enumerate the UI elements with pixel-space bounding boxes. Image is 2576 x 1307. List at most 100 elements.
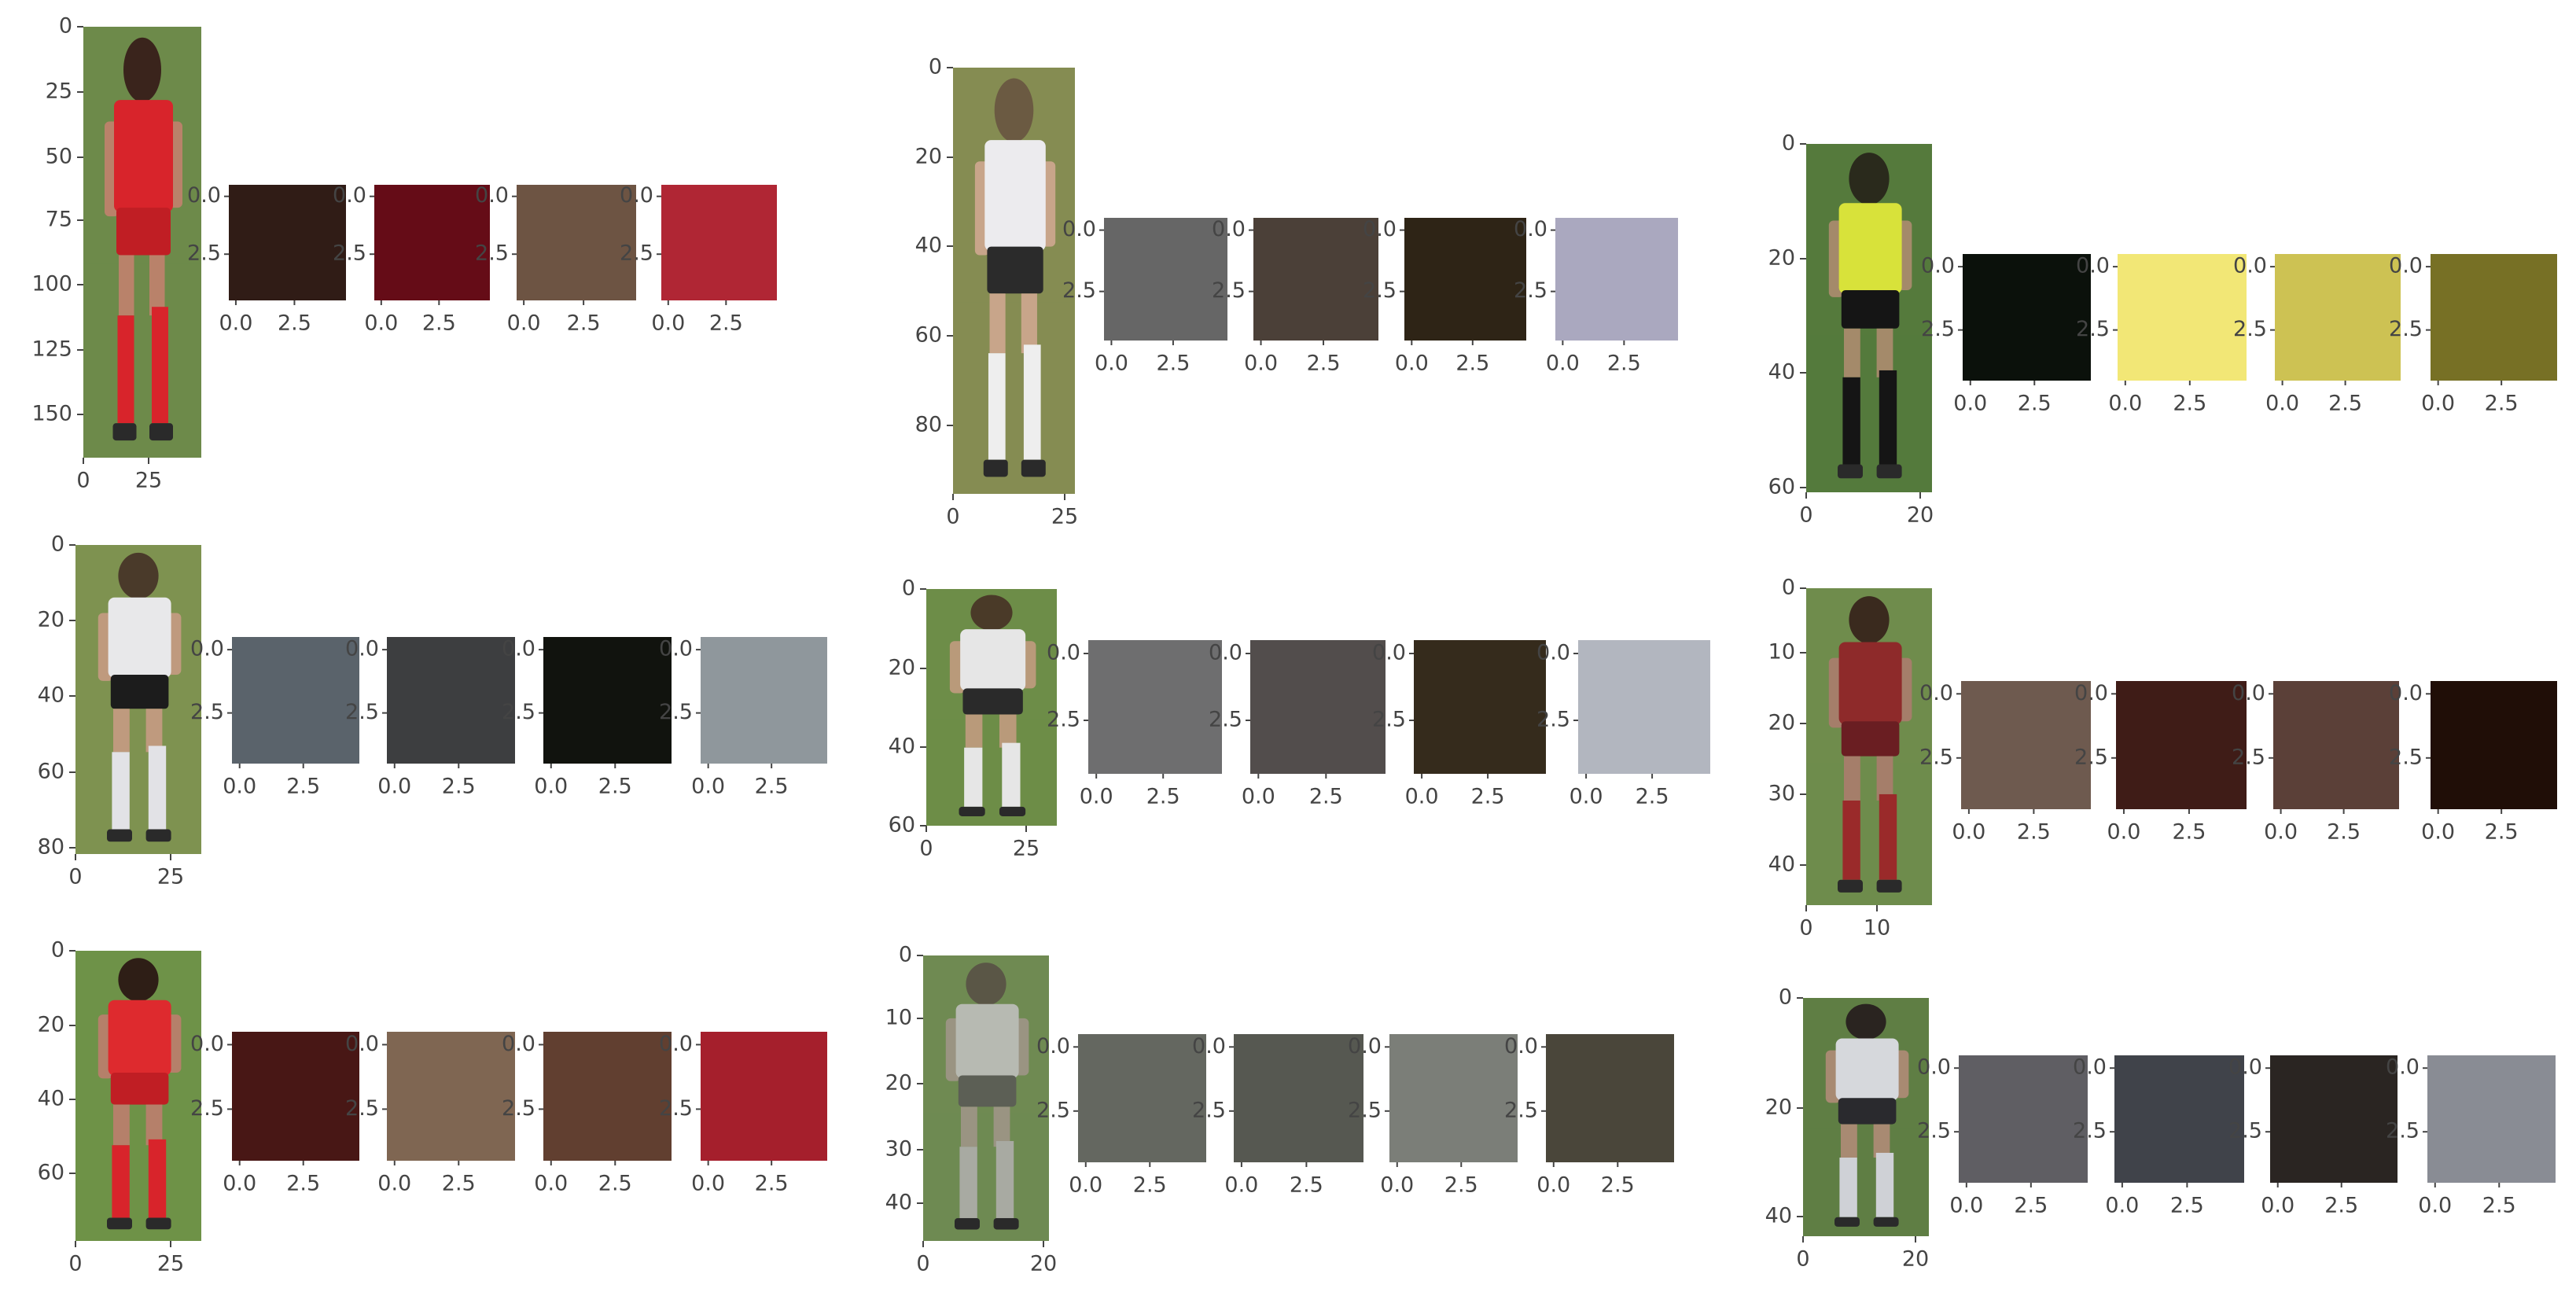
- swatch-ytick-label: 0.0: [1514, 217, 1547, 241]
- swatch-ytick-label: 2.5: [659, 700, 693, 724]
- crop-ytick-label: 20: [885, 1071, 912, 1095]
- swatch-xtick-label: 2.5: [2482, 1194, 2516, 1218]
- swatch-xtick-label: 2.5: [2324, 1194, 2358, 1218]
- swatch-fill: [1389, 1034, 1518, 1162]
- player-shorts: [962, 688, 1023, 715]
- crop-ytick-label: 0: [929, 55, 942, 79]
- crop-xtick-label: 20: [1030, 1252, 1057, 1276]
- crop-ytick-label: 60: [1768, 475, 1795, 499]
- color-swatch-1: 0.0 2.5 0.0 2.5: [1921, 254, 2091, 416]
- swatch-fill: [661, 185, 777, 300]
- player-sock-right: [1879, 370, 1897, 465]
- swatch-ytick-label: 2.5: [1514, 278, 1547, 303]
- swatch-ytick-label: 2.5: [1919, 745, 1953, 769]
- player-crop-image: [83, 27, 201, 458]
- swatch-fill: [1959, 1055, 2088, 1183]
- crop-ytick-label: 75: [46, 208, 72, 232]
- swatch-fill: [1546, 1034, 1674, 1162]
- color-swatch-4: 0.0 2.5 0.0 2.5: [2389, 681, 2557, 845]
- color-swatch-3: 0.0 2.5 0.0 2.5: [2233, 254, 2401, 416]
- swatch-ytick-label: 2.5: [1363, 278, 1397, 303]
- player-sock-right: [1002, 742, 1021, 807]
- swatch-xtick-label: 2.5: [709, 311, 743, 336]
- swatch-xtick-label: 0.0: [1546, 352, 1580, 376]
- crop-ytick-label: 0: [1782, 131, 1795, 156]
- swatch-ytick-label: 2.5: [2233, 317, 2267, 341]
- swatch-fill: [232, 1032, 359, 1161]
- crop-ytick-label: 40: [38, 1087, 64, 1111]
- swatch-ytick-label: 0.0: [659, 1032, 693, 1056]
- swatch-xtick-label: 0.0: [1395, 352, 1429, 376]
- color-swatch-1: 0.0 2.5 0.0 2.5: [1062, 217, 1227, 376]
- player-shorts: [1841, 290, 1900, 329]
- crop-ytick-label: 60: [915, 323, 942, 348]
- player-shoe-left: [1834, 1217, 1860, 1227]
- swatch-ytick-label: 2.5: [502, 700, 535, 724]
- player-shorts: [958, 1075, 1017, 1107]
- swatch-ytick-label: 2.5: [620, 241, 653, 266]
- panel-r1c2: 0 20 40 60 80 0 25 0.0 2.5 0.0 2.5 0.0 2.5 0.0 2.5 0.0 2…: [915, 55, 1678, 529]
- player-shoe-left: [1838, 464, 1863, 479]
- crop-xtick-label: 25: [1051, 505, 1078, 529]
- crop-xtick-label: 20: [1902, 1247, 1929, 1272]
- player-shoe-right: [999, 806, 1026, 816]
- color-swatch-3: 0.0 2.5 0.0 2.5: [502, 637, 672, 799]
- swatch-fill: [2116, 681, 2247, 809]
- swatch-xtick-label: 2.5: [2172, 820, 2206, 845]
- player-leg-left: [1841, 1124, 1857, 1158]
- player-sock-right: [995, 1140, 1014, 1218]
- swatch-xtick-label: 2.5: [2485, 820, 2519, 845]
- swatch-fill: [1253, 218, 1378, 341]
- swatch-ytick-label: 0.0: [2389, 254, 2423, 278]
- swatch-ytick-label: 2.5: [659, 1096, 693, 1121]
- color-swatch-3: 0.0 2.5 0.0 2.5: [475, 183, 636, 336]
- player-leg-right: [145, 1104, 163, 1146]
- swatch-ytick-label: 0.0: [1192, 1034, 1226, 1058]
- swatch-ytick-label: 2.5: [2232, 745, 2265, 769]
- player-jersey: [1838, 203, 1902, 294]
- player-head: [970, 595, 1013, 631]
- swatch-xtick-label: 2.5: [1601, 1173, 1635, 1198]
- player-shorts: [1838, 1098, 1897, 1125]
- swatch-fill: [2273, 681, 2399, 809]
- color-swatch-4: 0.0 2.5 0.0 2.5: [659, 637, 827, 799]
- swatch-fill: [1578, 640, 1710, 774]
- swatch-ytick-label: 2.5: [1921, 317, 1955, 341]
- player-shorts: [116, 208, 171, 256]
- swatch-xtick-label: 0.0: [1953, 392, 1987, 416]
- crop-xtick-label: 25: [157, 865, 184, 889]
- swatch-fill: [1414, 640, 1546, 774]
- player-shoe-left: [112, 423, 137, 441]
- crop-xtick-label: 0: [919, 837, 933, 861]
- swatch-fill: [232, 637, 359, 764]
- player-jersey: [960, 629, 1026, 691]
- player-leg-right: [149, 255, 165, 316]
- color-swatch-3: 0.0 2.5 0.0 2.5: [502, 1032, 672, 1196]
- swatch-ytick-label: 0.0: [1372, 641, 1406, 665]
- player-shorts: [110, 675, 169, 709]
- player-crop-image: [953, 68, 1075, 494]
- crop-ytick-label: 150: [31, 402, 72, 426]
- crop-field-shade: [1806, 762, 1932, 905]
- swatch-ytick-label: 2.5: [475, 241, 509, 266]
- swatch-ytick-label: 2.5: [1372, 708, 1406, 732]
- crop-ytick-label: 0: [59, 14, 72, 39]
- swatch-ytick-label: 0.0: [190, 1032, 224, 1056]
- swatch-fill: [1555, 218, 1678, 341]
- player-sock-left: [1839, 1158, 1857, 1217]
- swatch-xtick-label: 2.5: [286, 1172, 320, 1196]
- swatch-xtick-label: 2.5: [1156, 352, 1190, 376]
- player-head: [994, 78, 1034, 142]
- swatch-xtick-label: 2.5: [286, 775, 320, 799]
- swatch-ytick-label: 2.5: [333, 241, 366, 266]
- swatch-fill: [517, 185, 636, 300]
- crop-ytick-label: 0: [899, 943, 912, 967]
- swatch-ytick-label: 2.5: [2228, 1119, 2262, 1143]
- swatch-xtick-label: 2.5: [2018, 392, 2052, 416]
- swatch-xtick-label: 0.0: [691, 775, 725, 799]
- swatch-xtick-label: 0.0: [1080, 785, 1113, 809]
- crop-ytick-label: 10: [885, 1006, 912, 1030]
